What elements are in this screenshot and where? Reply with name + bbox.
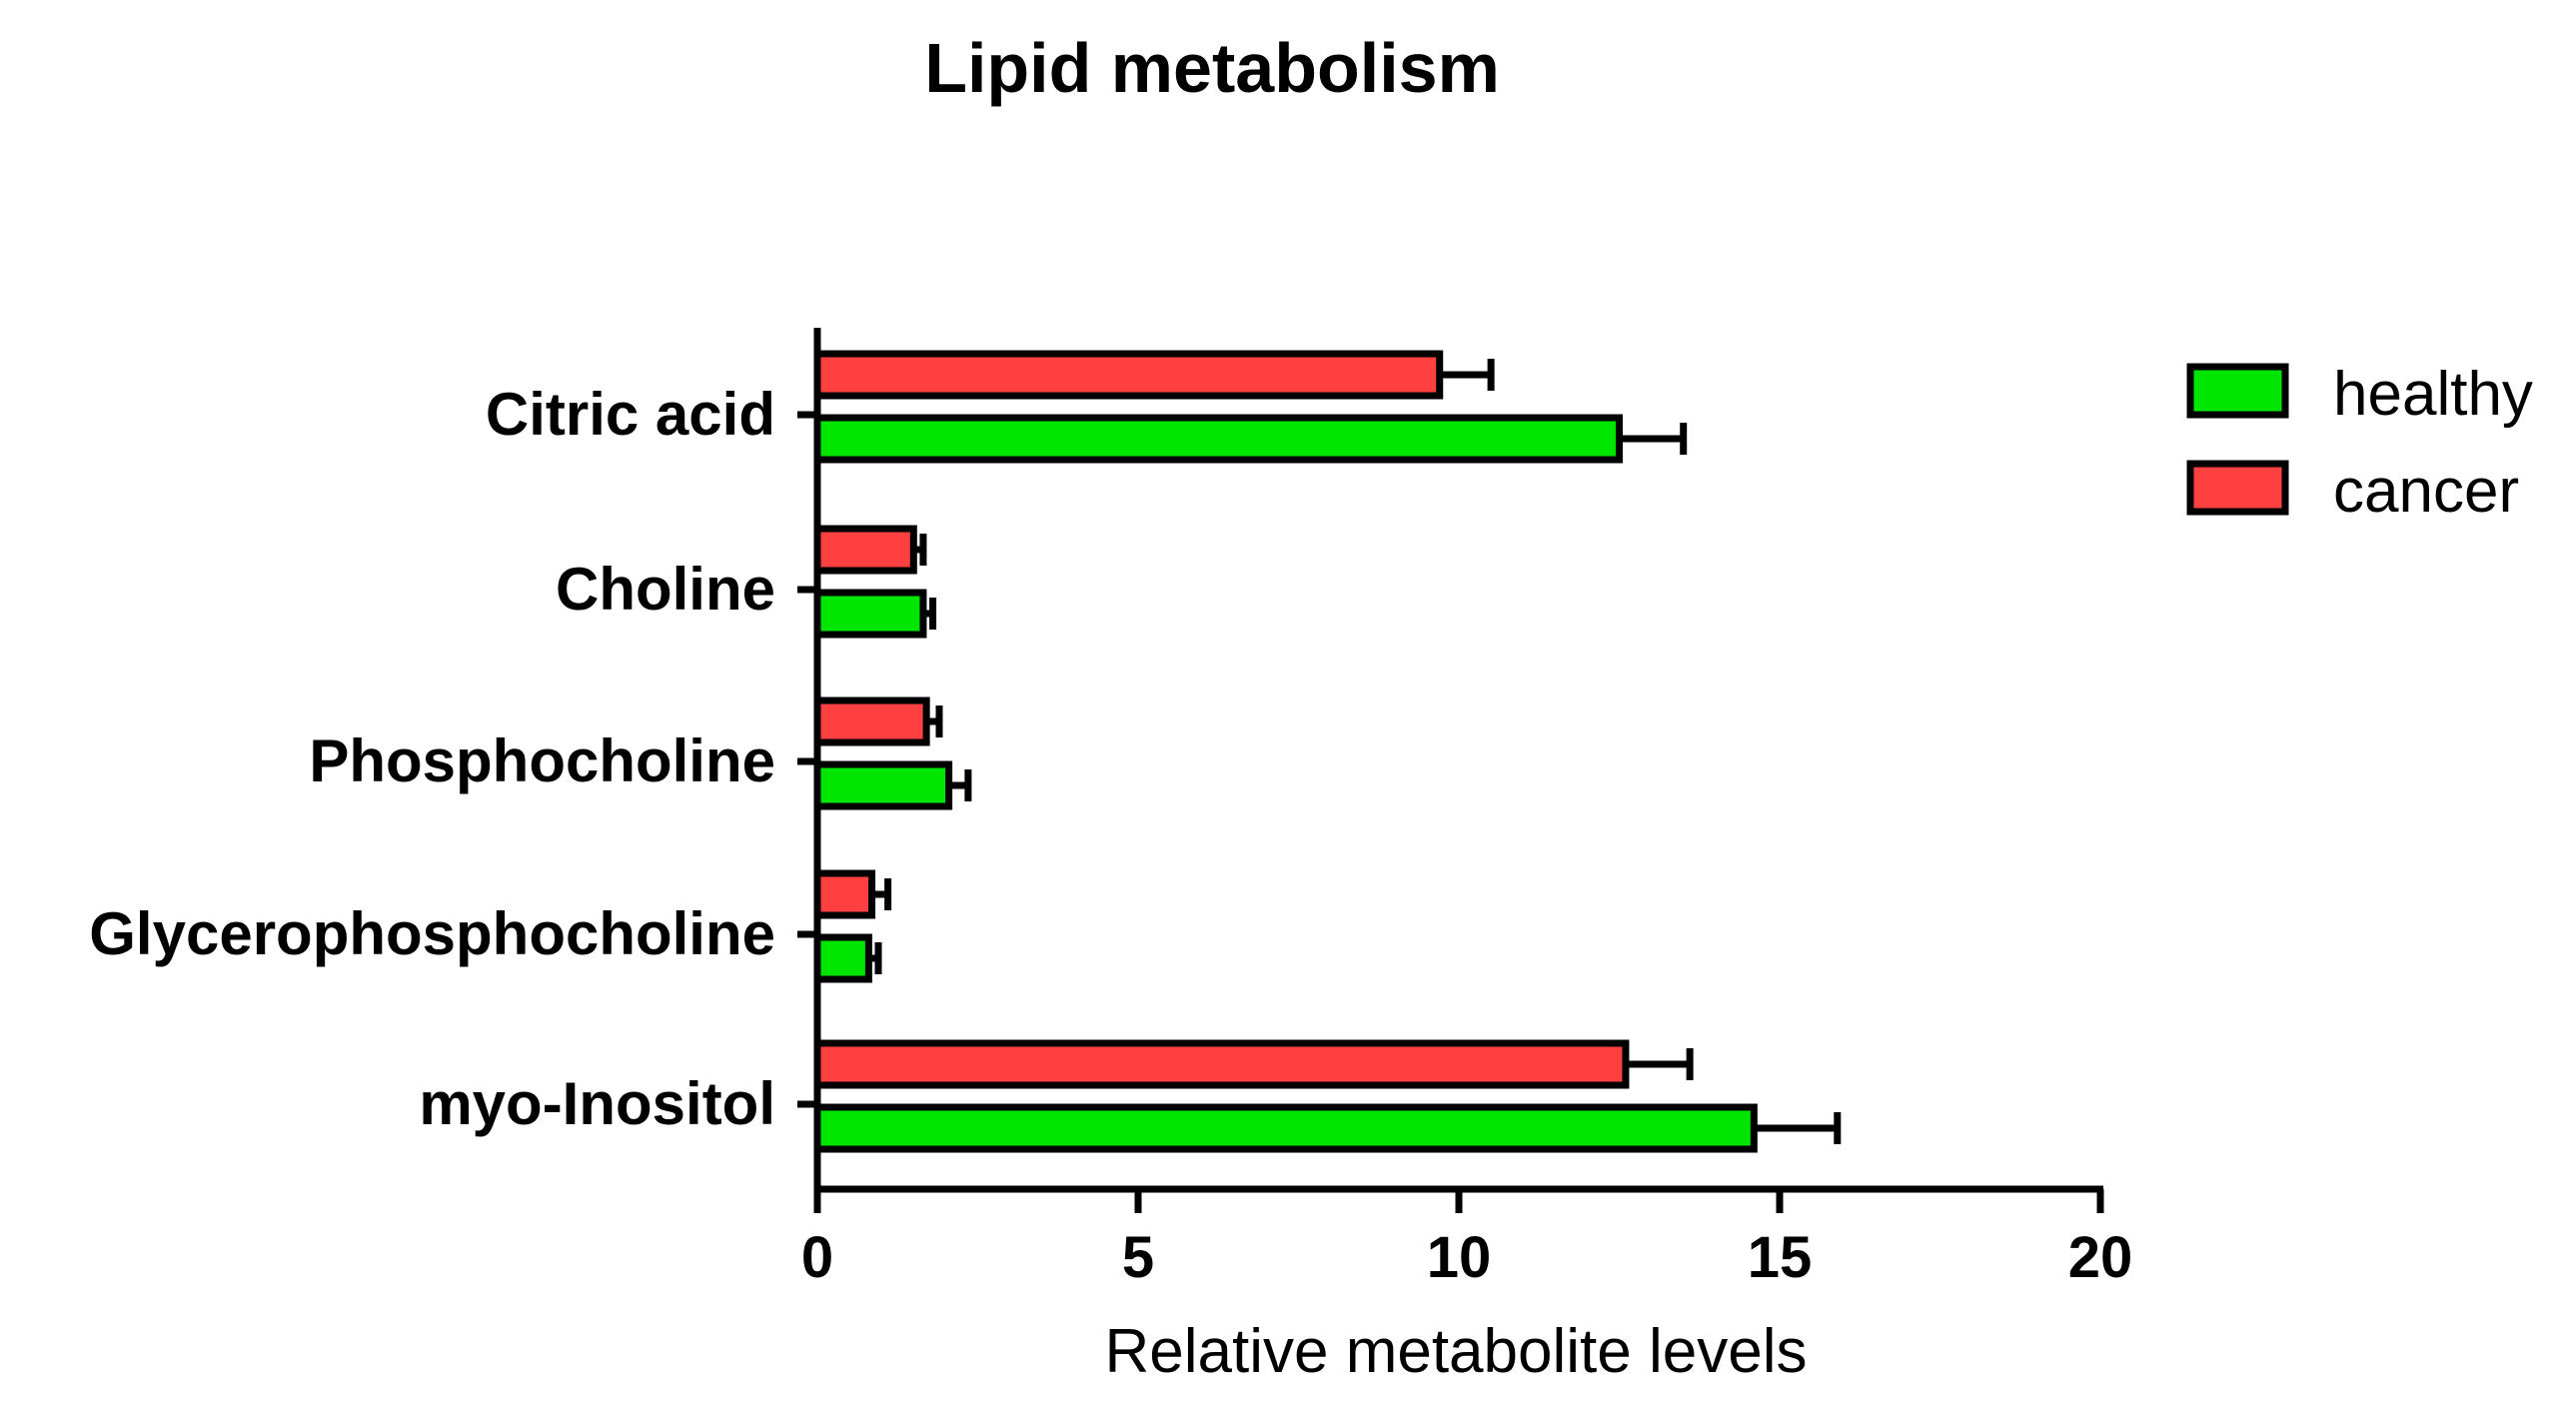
bar-cancer-3 bbox=[813, 697, 930, 746]
y-tick-label-4: Glycerophosphocholine bbox=[89, 900, 775, 967]
plot-area: Citric acid Choline Phosphocholine Glycerop… bbox=[89, 328, 2132, 1290]
bar-cancer-5 bbox=[813, 1039, 1630, 1089]
legend-swatch-healthy bbox=[2186, 363, 2289, 419]
x-tick-label-1: 0 bbox=[801, 1225, 833, 1290]
bar-healthy-2 bbox=[813, 589, 927, 639]
bar-cancer-1 bbox=[813, 350, 1444, 400]
y-tick-label-2: Choline bbox=[556, 556, 775, 623]
bar-cancer-4 bbox=[813, 869, 876, 919]
bar-healthy-3 bbox=[813, 760, 953, 810]
x-tick-label-3: 10 bbox=[1427, 1225, 1492, 1290]
x-tick-label-2: 5 bbox=[1122, 1225, 1154, 1290]
y-tick-label-5: myo-Inositol bbox=[419, 1070, 775, 1137]
legend-label-healthy: healthy bbox=[2333, 360, 2533, 429]
bar-cancer-2 bbox=[813, 525, 917, 575]
x-tick-label-5: 20 bbox=[2068, 1225, 2133, 1290]
y-tick-label-3: Phosphocholine bbox=[309, 727, 775, 794]
x-tick-label-4: 15 bbox=[1748, 1225, 1813, 1290]
bar-healthy-1 bbox=[813, 414, 1623, 464]
legend: healthy cancer bbox=[2186, 360, 2533, 526]
legend-label-cancer: cancer bbox=[2333, 457, 2519, 526]
chart-title: Lipid metabolism bbox=[924, 29, 1500, 107]
bar-healthy-5 bbox=[813, 1103, 1758, 1153]
y-tick-label-1: Citric acid bbox=[486, 381, 775, 448]
x-axis-label: Relative metabolite levels bbox=[1104, 1317, 1807, 1386]
legend-swatch-cancer bbox=[2186, 460, 2289, 516]
bar-healthy-4 bbox=[813, 933, 872, 983]
